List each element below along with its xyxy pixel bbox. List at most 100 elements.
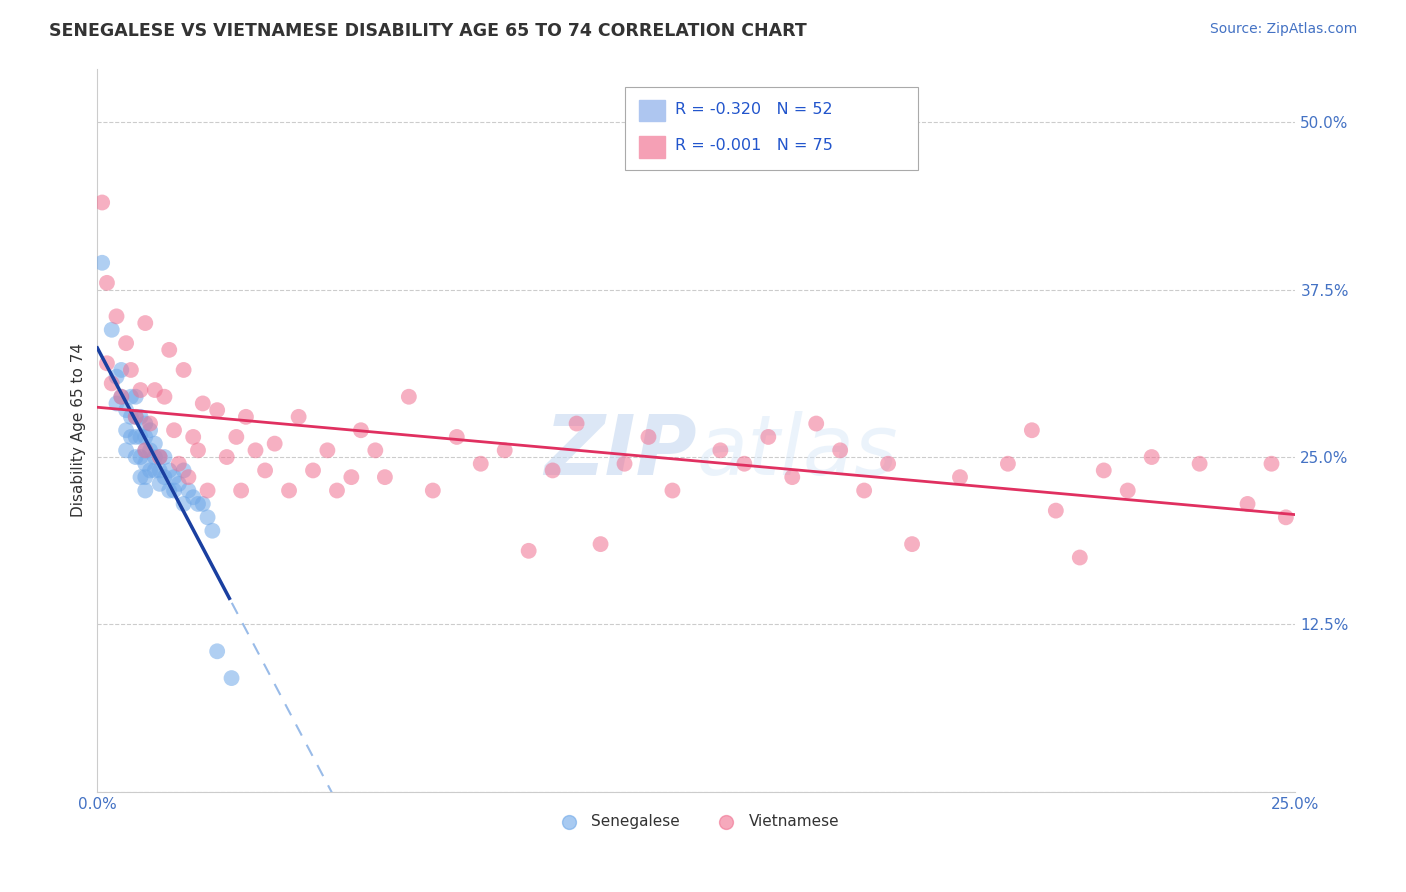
Text: R = -0.001   N = 75: R = -0.001 N = 75 [675, 137, 832, 153]
Bar [638, 100, 665, 121]
Point [105, 396, 128, 410]
Point [129, 450, 152, 464]
Point [949, 470, 972, 484]
Text: SENEGALESE VS VIETNAMESE DISABILITY AGE 65 TO 74 CORRELATION CHART: SENEGALESE VS VIETNAMESE DISABILITY AGE … [49, 22, 807, 40]
Point [1045, 503, 1067, 517]
Point [134, 457, 156, 471]
Point [115, 423, 138, 437]
Point [110, 390, 132, 404]
Point [278, 483, 301, 498]
Point [191, 396, 214, 410]
Point [326, 483, 349, 498]
Point [125, 409, 148, 424]
Point [110, 363, 132, 377]
Point [134, 430, 156, 444]
Point [153, 390, 176, 404]
Point [541, 463, 564, 477]
Point [129, 383, 152, 397]
Point [120, 390, 142, 404]
Point [589, 537, 612, 551]
Point [177, 483, 200, 498]
Point [125, 409, 148, 424]
Point [181, 490, 204, 504]
Point [494, 443, 516, 458]
Point [115, 443, 138, 458]
Point [398, 390, 420, 404]
Point [205, 644, 228, 658]
Point [163, 483, 186, 498]
Point [201, 524, 224, 538]
Point [877, 457, 900, 471]
Point [637, 430, 659, 444]
Point [1116, 483, 1139, 498]
Point [1092, 463, 1115, 477]
Point [446, 430, 468, 444]
Point [756, 430, 779, 444]
Point [110, 390, 132, 404]
Point [374, 470, 396, 484]
Point [187, 497, 209, 511]
Point [830, 443, 852, 458]
Point [125, 430, 148, 444]
Point [780, 470, 803, 484]
Point [853, 483, 876, 498]
Point [997, 457, 1019, 471]
Point [139, 463, 162, 477]
Point [1275, 510, 1298, 524]
Point [263, 436, 285, 450]
Point [167, 457, 190, 471]
Point [302, 463, 325, 477]
Point [709, 443, 731, 458]
Bar [638, 136, 665, 158]
Point [1069, 550, 1091, 565]
Point [149, 450, 172, 464]
Text: Source: ZipAtlas.com: Source: ZipAtlas.com [1209, 22, 1357, 37]
Point [91, 256, 114, 270]
Point [139, 423, 162, 437]
Point [157, 343, 180, 357]
Point [517, 544, 540, 558]
Point [143, 383, 166, 397]
Text: ZIP: ZIP [544, 411, 696, 492]
Point [177, 470, 200, 484]
Point [134, 316, 156, 330]
Point [96, 356, 118, 370]
Point [163, 470, 186, 484]
Point [245, 443, 267, 458]
Point [364, 443, 387, 458]
Point [96, 276, 118, 290]
Point [235, 409, 257, 424]
Point [163, 423, 186, 437]
Point [120, 363, 142, 377]
Point [215, 450, 238, 464]
Point [340, 470, 363, 484]
Point [125, 450, 148, 464]
Text: R = -0.320   N = 52: R = -0.320 N = 52 [675, 102, 832, 117]
Point [470, 457, 492, 471]
Point [187, 443, 209, 458]
Point [901, 537, 924, 551]
Point [422, 483, 444, 498]
Point [134, 483, 156, 498]
Point [105, 310, 128, 324]
Point [661, 483, 683, 498]
Point [1236, 497, 1258, 511]
Point [105, 369, 128, 384]
Point [143, 450, 166, 464]
Point [197, 483, 219, 498]
Point [221, 671, 243, 685]
Legend: Senegalese, Vietnamese: Senegalese, Vietnamese [547, 808, 845, 835]
Point [229, 483, 252, 498]
Point [157, 463, 180, 477]
Point [129, 409, 152, 424]
Point [350, 423, 373, 437]
Point [173, 463, 195, 477]
Point [254, 463, 277, 477]
Point [115, 403, 138, 417]
Point [733, 457, 755, 471]
Point [181, 430, 204, 444]
Point [120, 430, 142, 444]
Point [91, 195, 114, 210]
Point [1188, 457, 1211, 471]
Point [139, 417, 162, 431]
